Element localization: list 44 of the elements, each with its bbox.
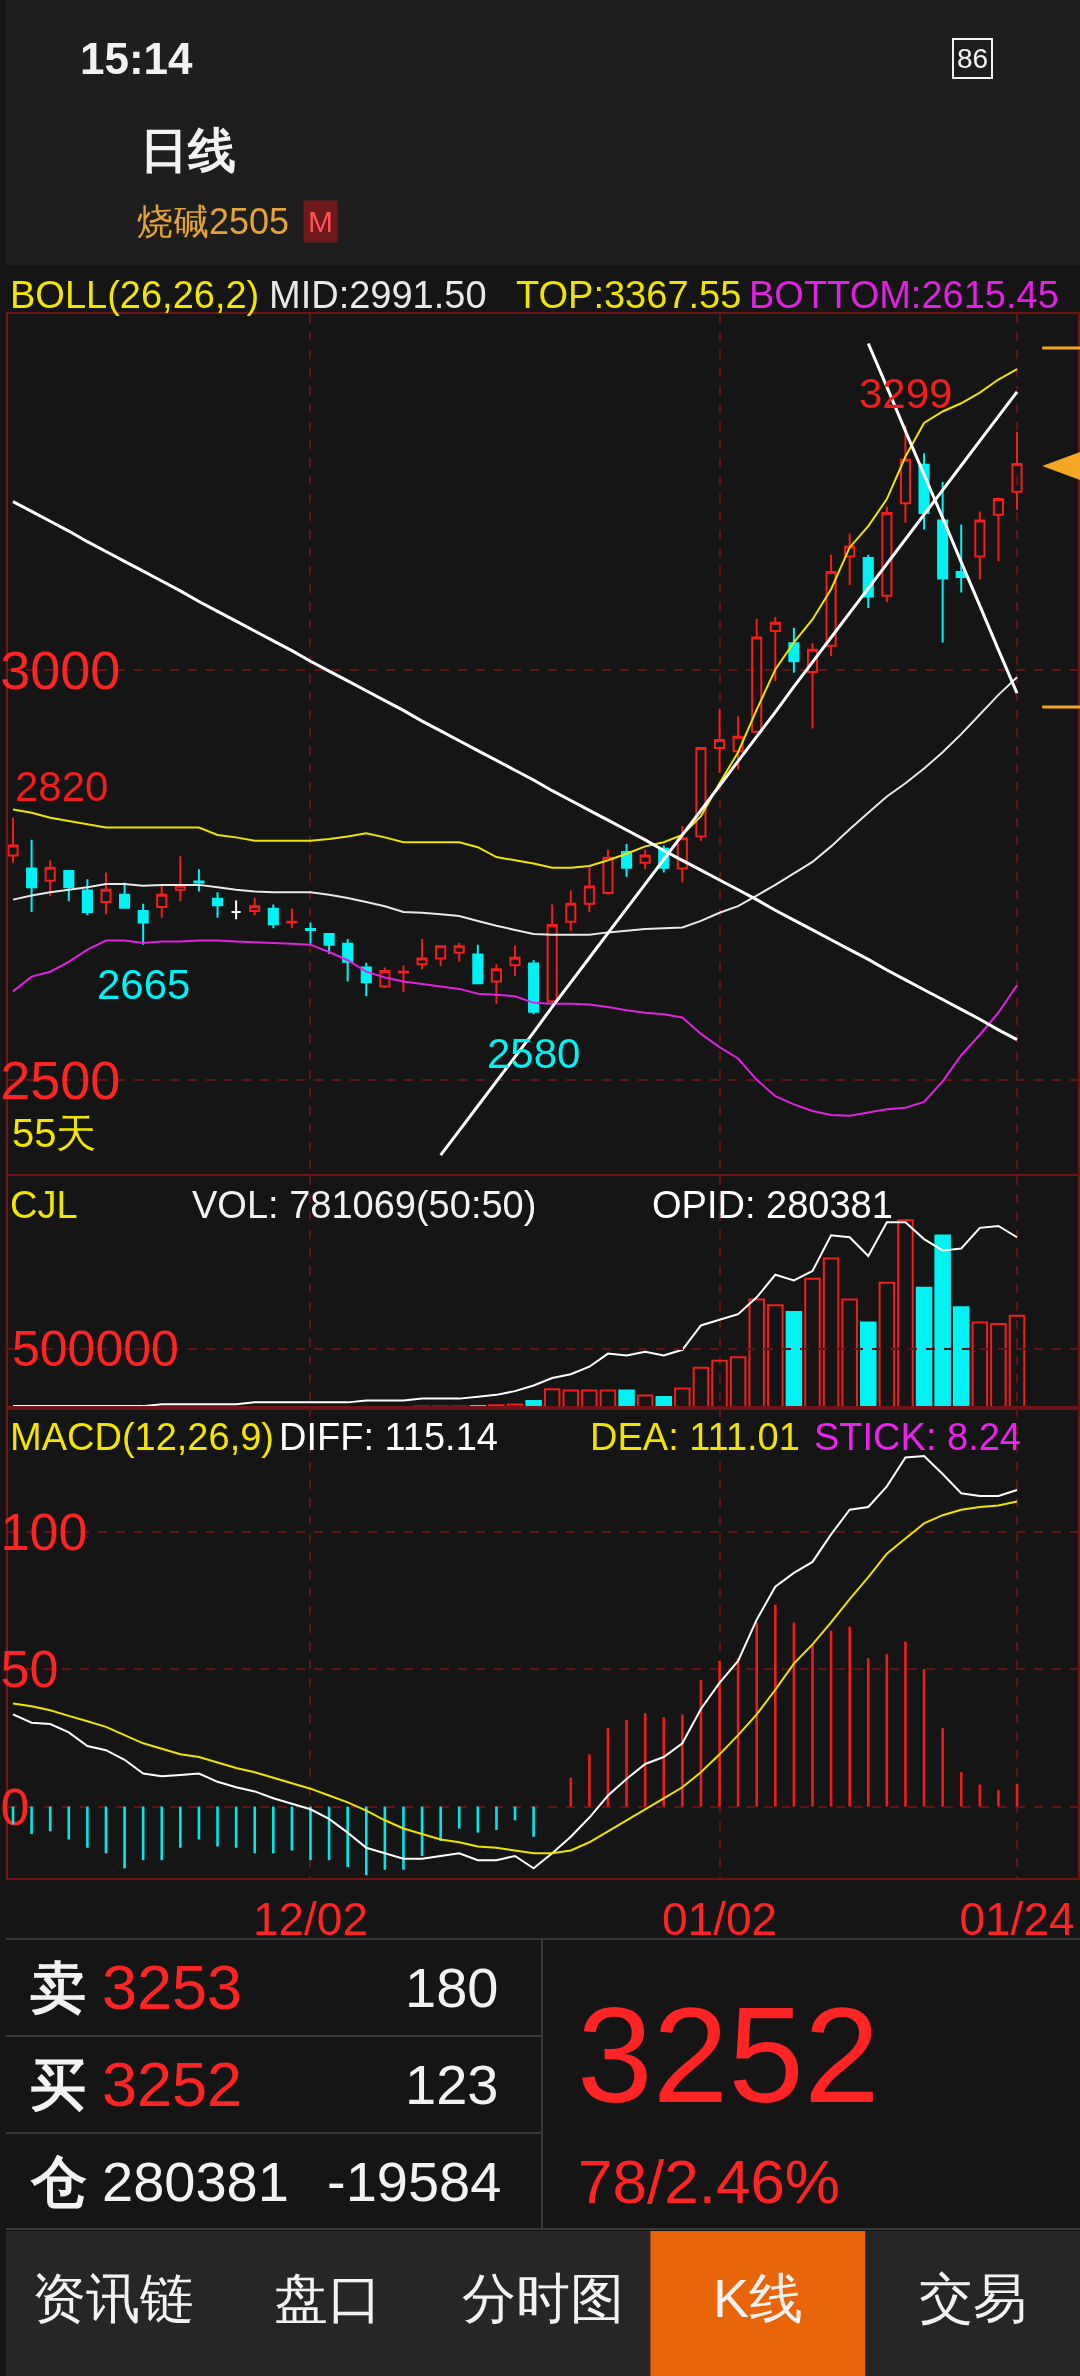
text: 3253 <box>102 1952 243 2022</box>
text: 86 <box>957 43 989 74</box>
x-tick-label: 12/02 <box>252 1893 369 1946</box>
chart-title: CJL <box>10 1184 78 1226</box>
text: 3252 <box>577 1979 880 2131</box>
text: DEA: 111.01 <box>590 1416 800 1458</box>
annotation: 2820 <box>15 763 109 810</box>
text: M <box>308 205 333 238</box>
text: TOP:3367.55 <box>516 274 742 316</box>
text: 280381 <box>102 2150 289 2213</box>
text: DIFF: 115.14 <box>279 1416 498 1458</box>
text: 78/2.46% <box>578 2147 840 2216</box>
text: 3252 <box>102 2049 243 2119</box>
text: 卖 <box>30 1956 86 2019</box>
y-tick-label: 2500 <box>0 1049 121 1110</box>
annotation: 55天 <box>12 1111 97 1155</box>
text: 烧碱2505 <box>137 201 290 242</box>
annotation: 500000 <box>12 1321 179 1377</box>
chart-subtitle: STICK: 8.24 <box>814 1416 1021 1458</box>
text: 资讯链 <box>32 2268 194 2328</box>
annotation: 2665 <box>97 961 191 1008</box>
text: BOTTOM:2615.45 <box>749 274 1059 316</box>
text: 分时图 <box>462 2268 624 2328</box>
text: 180 <box>405 1956 499 2019</box>
text: 仓 <box>30 2150 87 2213</box>
y-tick-label: 50 <box>0 1640 59 1699</box>
x-tick-label: 01/24 <box>959 1893 1075 1946</box>
chart-title: BOLL(26,26,2) <box>10 274 260 316</box>
series-label: OPID: 280381 <box>652 1184 893 1226</box>
x-tick-label: 01/02 <box>661 1893 778 1946</box>
y-tick-label: 0 <box>0 1777 30 1836</box>
chart-title: MACD(12,26,9) <box>10 1416 274 1458</box>
text: -19584 <box>327 2150 502 2213</box>
text: 日线 <box>140 124 236 177</box>
chart-subtitle: VOL: 781069(50:50) <box>192 1184 537 1226</box>
text: 15:14 <box>80 34 194 83</box>
text: 123 <box>405 2053 499 2116</box>
text: K线 <box>713 2268 804 2328</box>
text: 买 <box>30 2053 86 2116</box>
text: 盘口 <box>274 2268 382 2328</box>
y-tick-label: 100 <box>0 1502 88 1561</box>
text: MID:2991.50 <box>269 274 487 316</box>
text: 交易 <box>919 2268 1027 2328</box>
y-tick-label: 3000 <box>0 640 121 701</box>
